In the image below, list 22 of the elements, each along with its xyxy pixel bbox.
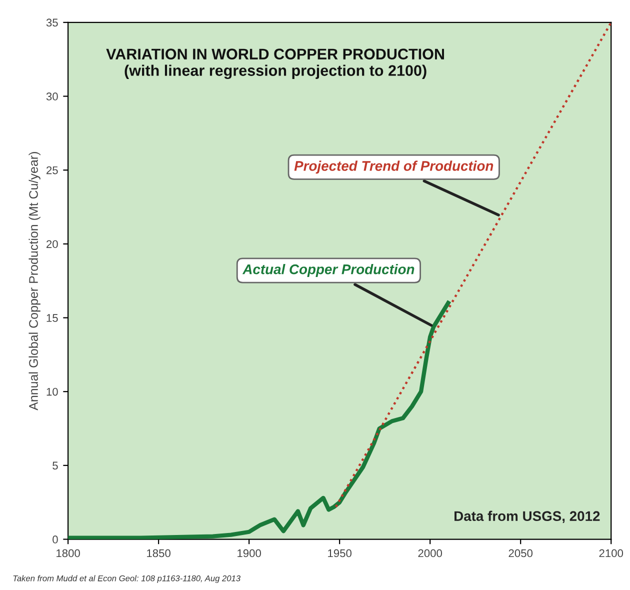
text: Taken from Mudd et al Econ Geol: 108 p1163-1180, Aug 2013 <box>13 575 240 583</box>
x-tick-label: 1900 <box>238 549 261 558</box>
annotation: Data from USGS, 2012 <box>454 510 600 524</box>
y-tick-label: 5 <box>52 462 58 470</box>
line-series <box>68 300 450 540</box>
text: VARIATION IN WORLD COPPER PRODUCTION (with linear regression projection to 2100) <box>106 48 444 80</box>
text: Actual Copper Production <box>242 264 414 277</box>
x-tick-label: 1850 <box>147 549 170 558</box>
text: Projected Trend of Production <box>294 160 494 174</box>
x-tick-label: 2100 <box>599 549 624 558</box>
y-axis-title: Annual Global Copper Production (Mt Cu/year) <box>28 152 40 410</box>
y-tick-label: 35 <box>46 18 58 27</box>
y-tick-label: 20 <box>46 240 58 248</box>
x-tick-label: 1800 <box>56 549 80 558</box>
x-tick-label: 2000 <box>418 549 442 558</box>
y-tick-label: 25 <box>46 166 58 174</box>
x-tick-label: 2050 <box>508 549 533 558</box>
x-tick-label: 1950 <box>328 549 352 558</box>
y-tick-label: 0 <box>52 536 58 544</box>
y-tick-label: 30 <box>46 92 58 100</box>
y-tick-label: 10 <box>46 388 58 396</box>
y-tick-label: 15 <box>46 314 58 322</box>
